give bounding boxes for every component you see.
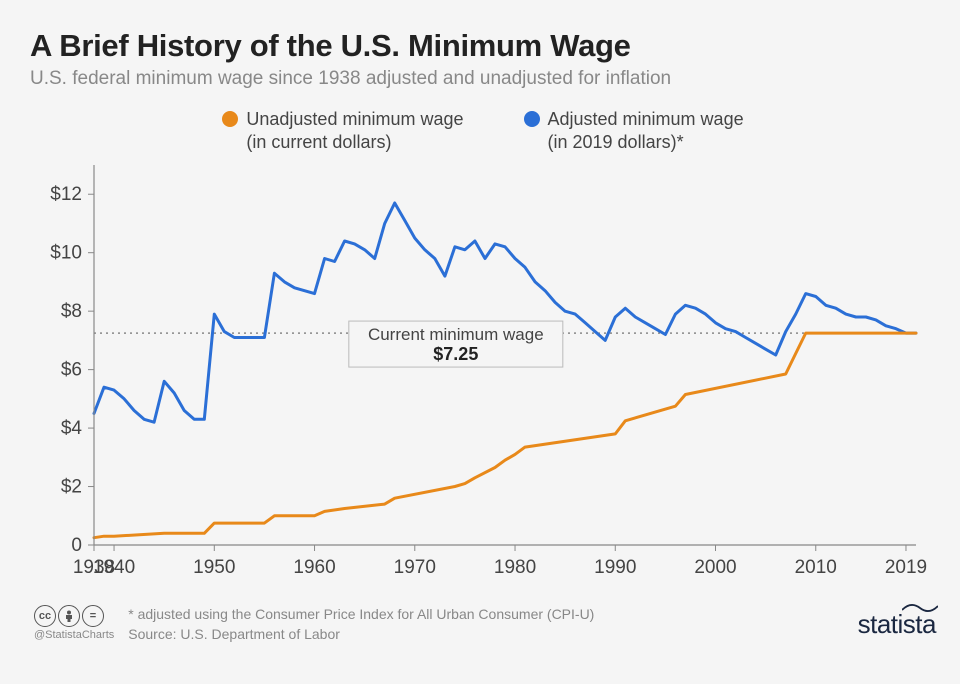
svg-text:1970: 1970 (394, 557, 436, 578)
legend-dot-adjusted (524, 111, 540, 127)
svg-text:2010: 2010 (795, 557, 837, 578)
svg-text:Current minimum wage: Current minimum wage (368, 325, 544, 344)
chart-title: A Brief History of the U.S. Minimum Wage (30, 28, 936, 64)
legend-label-adjusted: Adjusted minimum wage (in 2019 dollars)* (548, 108, 744, 153)
legend-dot-unadjusted (222, 111, 238, 127)
legend-item-unadjusted: Unadjusted minimum wage (in current doll… (222, 108, 463, 153)
legend-item-adjusted: Adjusted minimum wage (in 2019 dollars)* (524, 108, 744, 153)
svg-text:$12: $12 (50, 184, 82, 205)
legend-label-unadjusted: Unadjusted minimum wage (in current doll… (246, 108, 463, 153)
chart-container: A Brief History of the U.S. Minimum Wage… (0, 0, 960, 684)
footer: cc = @StatistaCharts * adjusted using th… (30, 605, 936, 644)
plot-area: 0 $2 $4 $6 $8 $10 $12 Current minimum wage$7.25… (30, 159, 930, 589)
statista-logo: statista (858, 609, 936, 640)
svg-text:0: 0 (71, 535, 82, 556)
svg-text:1990: 1990 (594, 557, 636, 578)
svg-text:$8: $8 (61, 301, 82, 322)
svg-text:2000: 2000 (694, 557, 736, 578)
footer-note: * adjusted using the Consumer Price Inde… (128, 605, 594, 625)
svg-text:1950: 1950 (193, 557, 235, 578)
cc-block: cc = @StatistaCharts (34, 605, 114, 641)
svg-text:$7.25: $7.25 (433, 344, 478, 364)
plot-svg: 0 $2 $4 $6 $8 $10 $12 Current minimum wage$7.25… (30, 159, 930, 589)
cc-icons: cc = (34, 605, 114, 627)
svg-text:$2: $2 (61, 477, 82, 498)
svg-text:1940: 1940 (93, 557, 135, 578)
svg-text:$4: $4 (61, 418, 83, 439)
svg-text:$6: $6 (61, 360, 82, 381)
cc-icon-cc: cc (34, 605, 56, 627)
cc-icon-by (58, 605, 80, 627)
svg-text:1960: 1960 (293, 557, 335, 578)
svg-text:1980: 1980 (494, 557, 536, 578)
footer-source: Source: U.S. Department of Labor (128, 625, 594, 645)
footer-text: * adjusted using the Consumer Price Inde… (128, 605, 594, 644)
footer-handle: @StatistaCharts (34, 629, 114, 641)
cc-icon-nd: = (82, 605, 104, 627)
footer-left: cc = @StatistaCharts * adjusted using th… (34, 605, 594, 644)
chart-subtitle: U.S. federal minimum wage since 1938 adj… (30, 68, 936, 90)
svg-text:2019: 2019 (885, 557, 927, 578)
svg-text:$10: $10 (50, 243, 82, 264)
legend: Unadjusted minimum wage (in current doll… (30, 108, 936, 153)
